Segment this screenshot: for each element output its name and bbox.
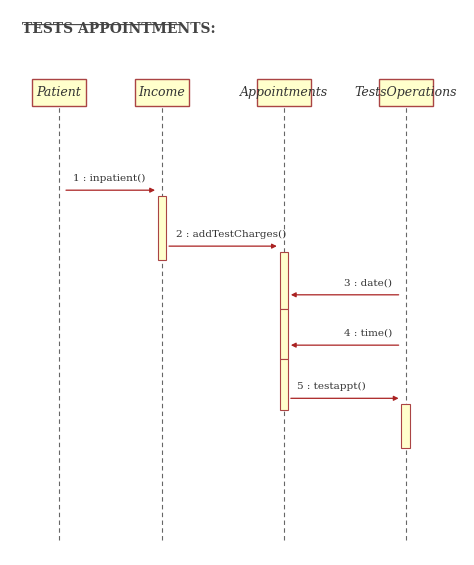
Text: 3 : date(): 3 : date(): [344, 279, 392, 288]
Text: Appointments: Appointments: [240, 86, 328, 99]
Text: 1 : inpatient(): 1 : inpatient(): [73, 174, 145, 183]
Text: TESTS APPOINTMENTS:: TESTS APPOINTMENTS:: [21, 23, 215, 36]
Text: Income: Income: [139, 86, 185, 99]
Text: 4 : time(): 4 : time(): [344, 329, 392, 338]
Bar: [280, 310, 288, 359]
Bar: [257, 80, 311, 106]
Bar: [280, 359, 288, 410]
Bar: [401, 404, 410, 447]
Text: TestsOperations: TestsOperations: [355, 86, 457, 99]
Bar: [158, 196, 166, 260]
Text: Patient: Patient: [36, 86, 82, 99]
Bar: [32, 80, 86, 106]
Bar: [135, 80, 189, 106]
Bar: [280, 252, 288, 310]
Text: 2 : addTestCharges(): 2 : addTestCharges(): [176, 230, 286, 239]
Text: 5 : testappt(): 5 : testappt(): [297, 382, 366, 391]
Bar: [379, 80, 433, 106]
